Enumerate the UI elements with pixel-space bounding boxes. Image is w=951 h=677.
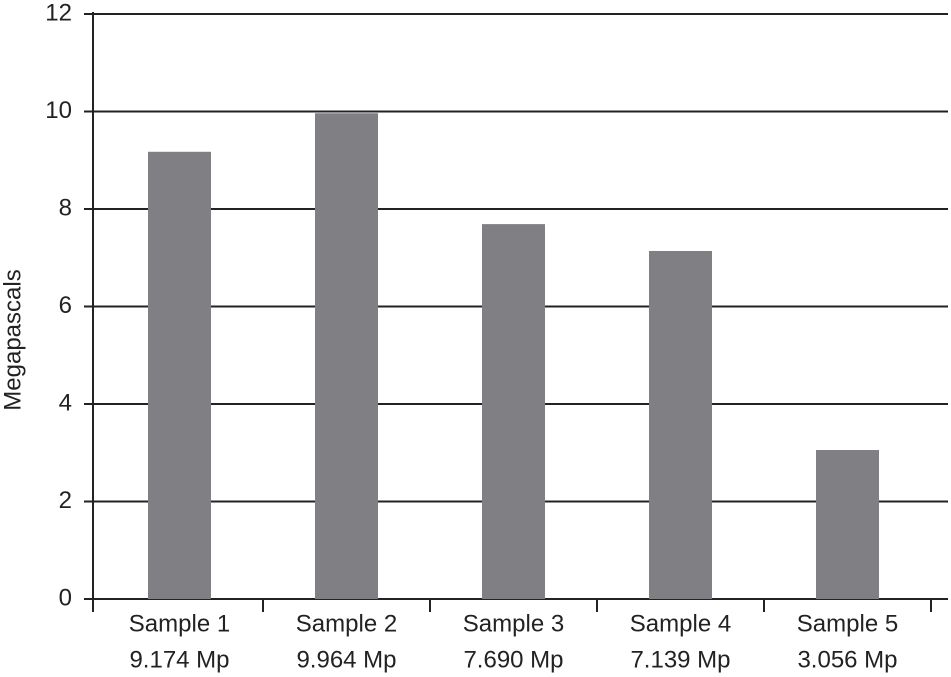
bar — [816, 450, 879, 599]
y-tick-label: 8 — [59, 194, 72, 221]
value-label: 7.139 Mp — [630, 646, 730, 673]
x-tick-label: Sample 5 — [797, 610, 898, 637]
y-axis-label: Megapascals — [0, 269, 26, 410]
y-tick-label: 10 — [45, 97, 72, 124]
value-label: 9.174 Mp — [129, 646, 229, 673]
x-tick-label: Sample 4 — [630, 610, 731, 637]
y-tick-label: 0 — [59, 584, 72, 611]
bar — [482, 224, 545, 600]
y-tick-label: 4 — [59, 389, 72, 416]
bar — [649, 250, 712, 599]
value-label: 7.690 Mp — [463, 646, 563, 673]
bar — [148, 151, 211, 599]
y-tick-label: 2 — [59, 487, 72, 514]
x-tick-label: Sample 1 — [129, 610, 230, 637]
x-tick-label: Sample 3 — [463, 610, 564, 637]
bar — [315, 113, 378, 599]
y-tick-label: 6 — [59, 292, 72, 319]
y-tick-label: 12 — [45, 0, 72, 26]
x-tick-label: Sample 2 — [296, 610, 397, 637]
value-label: 3.056 Mp — [797, 646, 897, 673]
value-label: 9.964 Mp — [296, 646, 396, 673]
